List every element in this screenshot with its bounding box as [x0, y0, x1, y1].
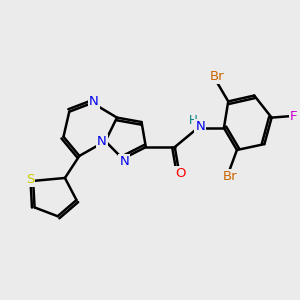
Text: N: N	[97, 135, 107, 148]
Text: N: N	[195, 120, 205, 133]
Text: Br: Br	[209, 70, 224, 83]
Text: O: O	[175, 167, 186, 180]
Text: N: N	[89, 95, 99, 108]
Text: Br: Br	[222, 170, 237, 183]
Text: F: F	[290, 110, 298, 123]
Text: S: S	[26, 173, 34, 186]
Text: N: N	[119, 155, 129, 168]
Text: H: H	[189, 114, 198, 127]
